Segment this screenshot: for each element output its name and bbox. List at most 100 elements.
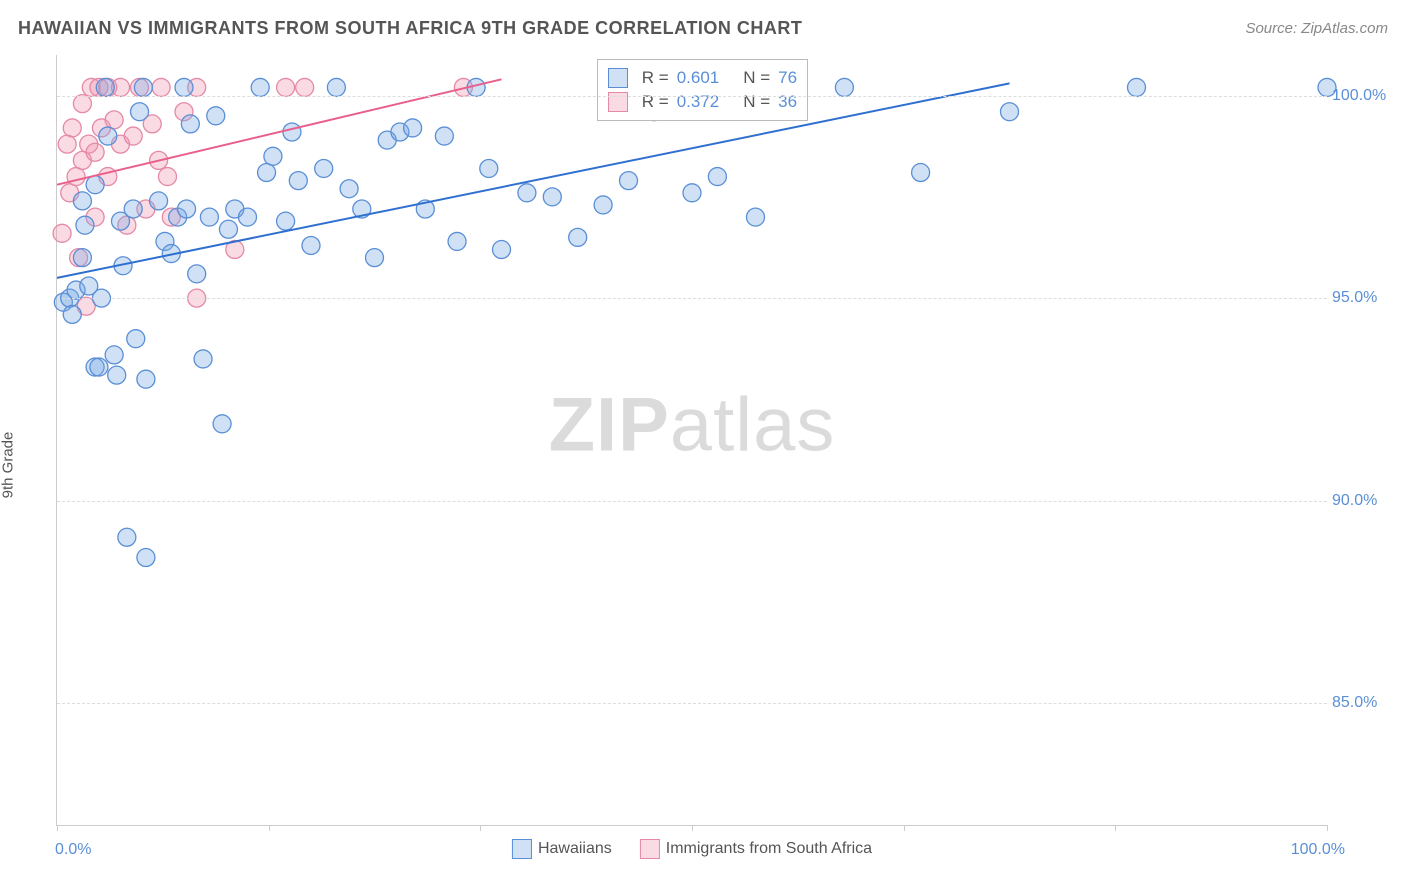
y-tick-label: 95.0% — [1332, 289, 1406, 307]
data-point — [207, 107, 225, 125]
data-point — [620, 172, 638, 190]
data-point — [251, 78, 269, 96]
data-point — [277, 212, 295, 230]
data-point — [127, 330, 145, 348]
data-point — [302, 236, 320, 254]
data-point — [73, 192, 91, 210]
data-point — [200, 208, 218, 226]
data-point — [569, 228, 587, 246]
r-value-1: 0.601 — [677, 68, 720, 88]
legend-label-1: Hawaiians — [538, 840, 612, 857]
y-tick-label: 85.0% — [1332, 694, 1406, 712]
x-tick-mark — [692, 825, 693, 831]
data-point — [258, 164, 276, 182]
data-point — [683, 184, 701, 202]
y-tick-label: 100.0% — [1332, 87, 1406, 105]
data-point — [150, 192, 168, 210]
stats-row-2: R = 0.372 N = 36 — [608, 90, 797, 114]
gridline — [57, 96, 1327, 97]
data-point — [289, 172, 307, 190]
data-point — [213, 415, 231, 433]
x-axis-min-label: 0.0% — [55, 841, 91, 859]
x-tick-mark — [57, 825, 58, 831]
data-point — [283, 123, 301, 141]
data-point — [53, 224, 71, 242]
data-point — [108, 366, 126, 384]
data-point — [296, 78, 314, 96]
header: HAWAIIAN VS IMMIGRANTS FROM SOUTH AFRICA… — [18, 18, 1388, 39]
data-point — [315, 159, 333, 177]
source-label: Source: ZipAtlas.com — [1245, 20, 1388, 37]
data-point — [118, 528, 136, 546]
data-point — [835, 78, 853, 96]
data-point — [73, 249, 91, 267]
data-point — [158, 168, 176, 186]
legend-item-1: Hawaiians — [512, 839, 612, 859]
data-point — [67, 168, 85, 186]
n-value-1: 76 — [778, 68, 797, 88]
data-point — [86, 176, 104, 194]
data-point — [912, 164, 930, 182]
data-point — [493, 241, 511, 259]
data-point — [178, 200, 196, 218]
data-point — [277, 78, 295, 96]
data-point — [137, 370, 155, 388]
data-point — [99, 127, 117, 145]
stats-row-1: R = 0.601 N = 76 — [608, 66, 797, 90]
data-point — [105, 346, 123, 364]
data-point — [152, 78, 170, 96]
legend-label-2: Immigrants from South Africa — [666, 840, 872, 857]
data-point — [708, 168, 726, 186]
x-tick-mark — [269, 825, 270, 831]
data-point — [188, 265, 206, 283]
data-point — [76, 216, 94, 234]
data-point — [124, 200, 142, 218]
gridline — [57, 298, 1327, 299]
legend-item-2: Immigrants from South Africa — [640, 839, 872, 859]
trend-line — [57, 83, 1010, 278]
n-label-1: N = — [743, 68, 770, 88]
data-point — [131, 103, 149, 121]
legend-swatch-1 — [512, 839, 532, 859]
stats-box: R = 0.601 N = 76 R = 0.372 N = 36 — [597, 59, 808, 121]
chart-area: 9th Grade ZIPatlas R = 0.601 N = 76 R = … — [18, 55, 1388, 875]
y-axis-label: 9th Grade — [0, 432, 17, 499]
data-point — [327, 78, 345, 96]
data-point — [194, 350, 212, 368]
data-point — [63, 119, 81, 137]
chart-title: HAWAIIAN VS IMMIGRANTS FROM SOUTH AFRICA… — [18, 18, 802, 39]
data-point — [219, 220, 237, 238]
x-tick-mark — [1115, 825, 1116, 831]
data-point — [63, 305, 81, 323]
data-point — [264, 147, 282, 165]
data-point — [594, 196, 612, 214]
data-point — [340, 180, 358, 198]
x-tick-mark — [1327, 825, 1328, 831]
x-axis-max-label: 100.0% — [1291, 841, 1345, 859]
swatch-series-1 — [608, 68, 628, 88]
data-point — [73, 95, 91, 113]
data-point — [448, 232, 466, 250]
r-label-1: R = — [642, 68, 669, 88]
data-point — [134, 78, 152, 96]
plot-region: ZIPatlas R = 0.601 N = 76 R = 0.372 N = … — [56, 55, 1327, 826]
data-point — [518, 184, 536, 202]
legend: Hawaiians Immigrants from South Africa — [512, 839, 872, 859]
legend-swatch-2 — [640, 839, 660, 859]
data-point — [58, 135, 76, 153]
x-tick-mark — [480, 825, 481, 831]
data-point — [175, 78, 193, 96]
gridline — [57, 501, 1327, 502]
data-point — [747, 208, 765, 226]
data-point — [96, 78, 114, 96]
data-point — [404, 119, 422, 137]
data-point — [366, 249, 384, 267]
data-point — [480, 159, 498, 177]
data-point — [137, 549, 155, 567]
data-point — [435, 127, 453, 145]
data-point — [90, 358, 108, 376]
gridline — [57, 703, 1327, 704]
data-point — [1001, 103, 1019, 121]
data-point — [124, 127, 142, 145]
data-point — [181, 115, 199, 133]
